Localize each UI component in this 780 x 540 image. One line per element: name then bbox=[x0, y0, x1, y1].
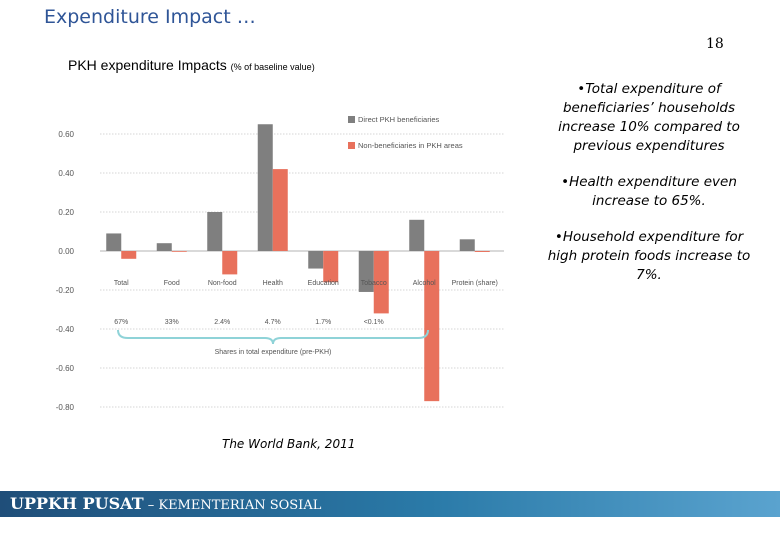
y-tick-label: 0.20 bbox=[58, 208, 74, 217]
chart-heading: PKH expenditure Impacts (% of baseline v… bbox=[68, 57, 315, 73]
bar-beneficiaries bbox=[207, 212, 223, 251]
share-value: 1.7% bbox=[315, 319, 331, 326]
x-category-label: Non-food bbox=[208, 280, 237, 287]
footer-org-rest: – KEMENTERIAN SOSIAL bbox=[143, 498, 322, 513]
y-tick-label: -0.20 bbox=[56, 286, 75, 295]
share-value: 2.4% bbox=[214, 319, 230, 326]
bullet-health-expenditure: Health expenditure even increase to 65%. bbox=[546, 173, 752, 211]
y-tick-label: 0.60 bbox=[58, 130, 74, 139]
legend-swatch bbox=[348, 142, 355, 149]
bar-beneficiaries bbox=[106, 233, 122, 251]
slide-title: Expenditure Impact … bbox=[44, 6, 256, 28]
bullet-list: Total expenditure of beneficiaries’ hous… bbox=[546, 80, 752, 302]
bullet-total-expenditure: Total expenditure of beneficiaries’ hous… bbox=[546, 80, 752, 156]
shares-brace bbox=[117, 329, 429, 345]
share-value: 4.7% bbox=[265, 319, 281, 326]
y-tick-label: -0.60 bbox=[56, 364, 75, 373]
y-tick-label: 0.00 bbox=[58, 247, 74, 256]
bar-beneficiaries bbox=[156, 243, 172, 251]
bar-non-beneficiaries bbox=[222, 251, 238, 275]
bar-beneficiaries bbox=[358, 251, 374, 292]
bar-non-beneficiaries bbox=[171, 251, 187, 252]
footer-org-bold: UPPKH PUSAT bbox=[10, 494, 144, 513]
y-tick-label: -0.80 bbox=[56, 403, 75, 412]
page-number: 18 bbox=[706, 36, 724, 52]
bullet-protein-expenditure: Household expenditure for high protein f… bbox=[546, 228, 752, 285]
footer-organization: UPPKH PUSAT – KEMENTERIAN SOSIAL bbox=[10, 494, 321, 513]
chart-heading-main: PKH expenditure Impacts bbox=[68, 57, 227, 73]
bar-non-beneficiaries bbox=[323, 251, 339, 283]
legend-swatch bbox=[348, 116, 355, 123]
x-category-label: Health bbox=[263, 280, 283, 287]
source-note: The World Bank, 2011 bbox=[222, 437, 356, 451]
y-tick-label: 0.40 bbox=[58, 169, 74, 178]
x-category-label: Tobacco bbox=[361, 280, 387, 287]
bar-non-beneficiaries bbox=[373, 251, 389, 314]
expenditure-bar-chart: 0.60 0.40 0.20 0.00 -0.20 -0.40 -0.60 -0.80 Tota… bbox=[56, 115, 504, 412]
chart-heading-note: (% of baseline value) bbox=[230, 62, 315, 72]
share-value: 67% bbox=[114, 319, 128, 326]
bar-beneficiaries bbox=[257, 124, 273, 251]
legend-entry: Non-beneficiaries in PKH areas bbox=[358, 141, 463, 150]
shares-label: Shares in total expenditure (pre-PKH) bbox=[215, 349, 332, 356]
bar-beneficiaries bbox=[409, 219, 425, 251]
bar-non-beneficiaries bbox=[121, 251, 137, 259]
legend-entry: Direct PKH beneficiaries bbox=[358, 115, 440, 124]
share-value: <0.1% bbox=[364, 319, 384, 326]
x-category-label: Education bbox=[308, 280, 339, 287]
x-category-label: Protein (share) bbox=[452, 280, 498, 287]
bar-non-beneficiaries bbox=[272, 169, 288, 251]
x-category-label: Food bbox=[164, 280, 180, 287]
share-value: 33% bbox=[165, 319, 179, 326]
footer-bar bbox=[0, 491, 780, 517]
bar-beneficiaries bbox=[308, 251, 324, 269]
y-tick-label: -0.40 bbox=[56, 325, 75, 334]
x-category-label: Total bbox=[114, 280, 129, 287]
bar-beneficiaries bbox=[459, 239, 475, 251]
bar-non-beneficiaries bbox=[474, 251, 490, 252]
x-category-label: Alcohol bbox=[413, 280, 436, 287]
bar-non-beneficiaries bbox=[424, 251, 440, 402]
